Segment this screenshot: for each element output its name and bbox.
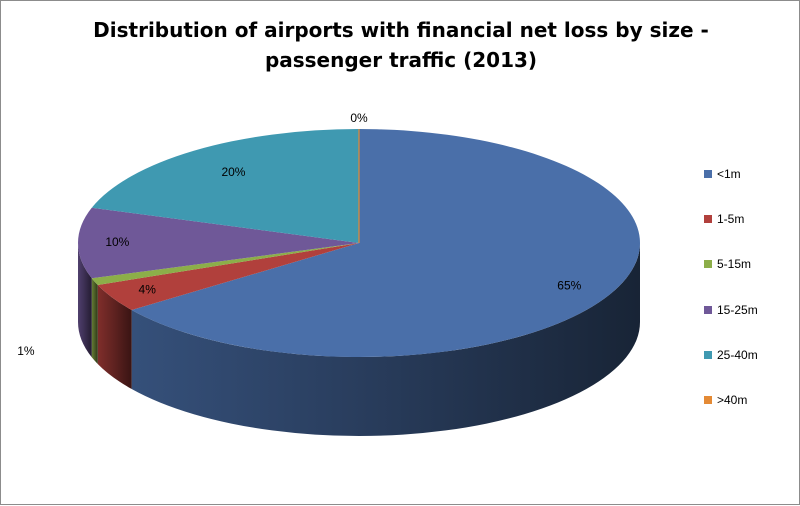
legend-label-0: <1m — [717, 167, 741, 181]
data-label-4: 20% — [221, 165, 245, 179]
legend-label-4: 25-40m — [717, 347, 758, 362]
data-label-5: 0% — [350, 111, 368, 125]
legend-swatch-2 — [704, 260, 712, 269]
pie-side-0 — [131, 243, 640, 436]
data-label-1: 4% — [139, 282, 157, 296]
chart-title-line-1: Distribution of airports with financial … — [93, 18, 709, 42]
legend-label-1: 1-5m — [717, 212, 745, 227]
legend-label-5: >40m — [717, 392, 748, 407]
data-label-0: 65% — [557, 279, 581, 293]
legend-swatch-4 — [704, 350, 712, 359]
legend-label-2: 5-15m — [717, 257, 752, 272]
legend-swatch-3 — [704, 305, 712, 314]
legend-swatch-1 — [704, 215, 712, 224]
chart-title: Distribution of airports with financial … — [1, 15, 800, 75]
pie-slice-4 — [91, 129, 360, 243]
pie-side-3 — [78, 243, 92, 358]
pie-slice-2 — [91, 243, 360, 285]
legend-swatch-0 — [704, 170, 712, 178]
pie-slice-3 — [78, 207, 359, 279]
data-label-3: 10% — [105, 235, 129, 249]
pie-side-2 — [91, 278, 98, 364]
pie-slice-0 — [131, 129, 640, 357]
legend-label-3: 15-25m — [717, 302, 758, 317]
legend-swatch-5 — [704, 395, 712, 404]
pie-side-1 — [97, 284, 132, 390]
chart-title-line-2: passenger traffic (2013) — [264, 48, 538, 72]
data-label-2: 1% — [17, 344, 35, 358]
pie-slice-1 — [97, 243, 359, 311]
